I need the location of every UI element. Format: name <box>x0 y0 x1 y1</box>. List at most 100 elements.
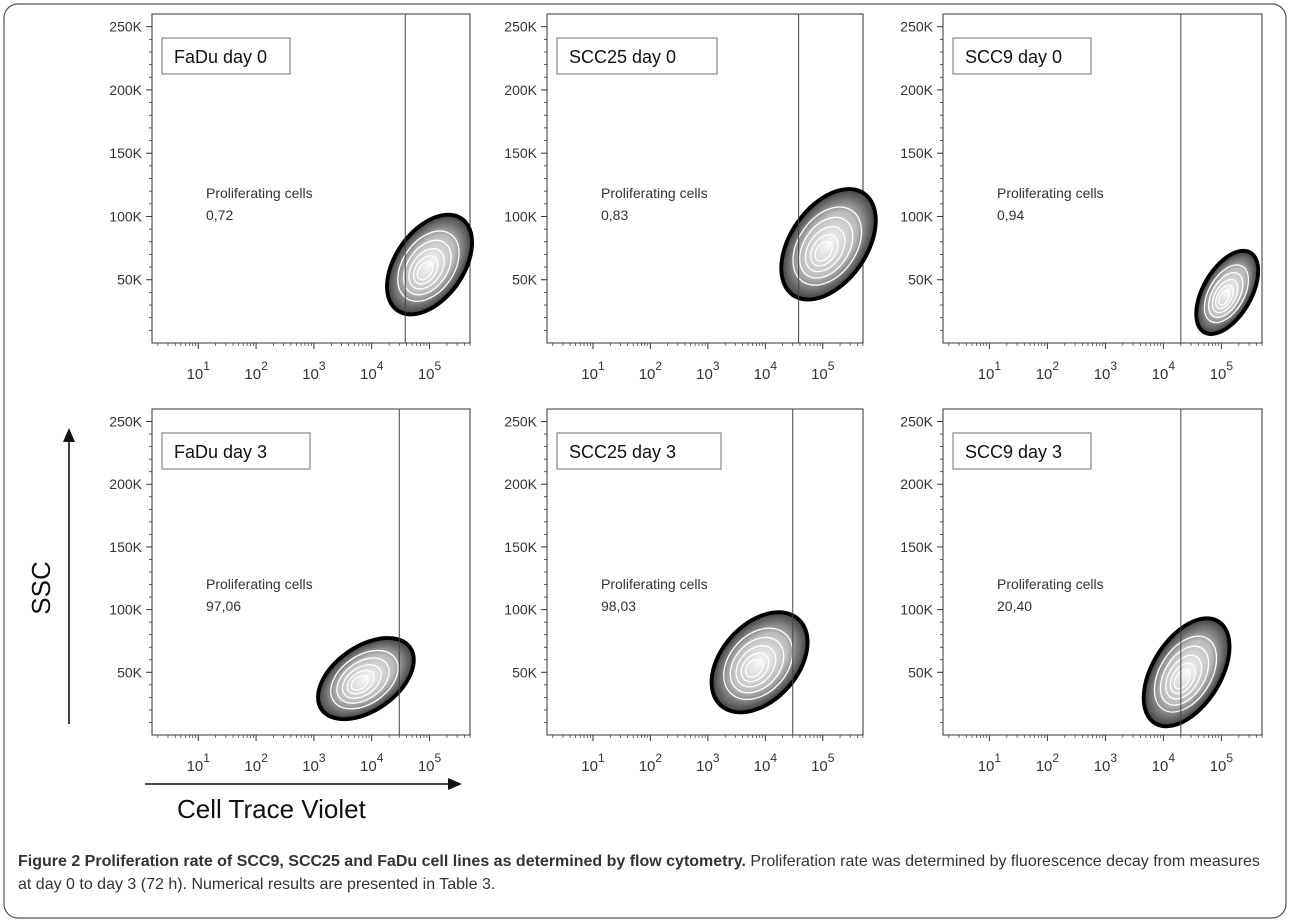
x-tick-label: 105 <box>1210 751 1234 775</box>
gate-label: Proliferating cells <box>997 576 1104 592</box>
x-tick-label: 104 <box>360 751 384 775</box>
y-tick-label: 200K <box>504 476 537 492</box>
y-tick-label: 50K <box>117 664 143 680</box>
x-tick-label: 102 <box>639 359 663 383</box>
gate-value: 0,94 <box>997 207 1024 223</box>
population-contour <box>709 610 810 715</box>
y-tick-label: 250K <box>109 19 142 35</box>
y-tick-label: 250K <box>504 19 537 35</box>
panel-2: 250K 200K 150K 100K 50K 101 102 103 104 105 SCC25 … <box>504 13 878 383</box>
contour-density <box>783 190 874 298</box>
contour-line <box>809 234 839 267</box>
contour-line <box>408 248 445 290</box>
y-tick-label: 150K <box>504 145 537 161</box>
y-tick-label: 50K <box>512 664 538 680</box>
panel-label-box <box>161 432 311 470</box>
gate-label: Proliferating cells <box>601 185 708 201</box>
population-contour <box>316 636 416 722</box>
panel-label: SCC25 day 3 <box>569 442 676 462</box>
panel-label: SCC9 day 0 <box>965 47 1062 67</box>
panel-label: FaDu day 0 <box>174 47 267 67</box>
y-tick-label: 200K <box>109 476 142 492</box>
contour-line <box>1217 290 1231 306</box>
x-tick-label: 101 <box>581 751 605 775</box>
y-tick-label: 200K <box>504 82 537 98</box>
contour-line <box>740 652 770 683</box>
gate-value: 0,72 <box>206 207 233 223</box>
y-tick-label: 100K <box>900 208 933 224</box>
panel-6: 250K 200K 150K 100K 50K 101 102 103 104 105 SCC9 d… <box>900 408 1263 775</box>
x-tick-label: 104 <box>1152 359 1176 383</box>
y-tick-label: 150K <box>504 539 537 555</box>
population-contour <box>1141 616 1232 729</box>
contour-density <box>388 216 471 313</box>
contour-line <box>1208 272 1244 318</box>
contour-line <box>1173 669 1191 690</box>
y-tick-label: 250K <box>504 414 537 430</box>
contour-line <box>814 240 833 262</box>
x-tick-label: 101 <box>187 751 211 775</box>
x-tick-label: 105 <box>418 751 442 775</box>
caption-text: Proliferation rate was determined by flu… <box>18 853 1260 893</box>
contour-line <box>350 674 369 691</box>
y-axis-arrowhead <box>63 428 75 442</box>
contour-line <box>735 645 777 688</box>
contour-line <box>804 225 846 273</box>
y-tick-label: 50K <box>908 272 934 288</box>
x-tick-label: 103 <box>302 751 326 775</box>
x-tick-label: 102 <box>244 751 268 775</box>
y-tick-label: 100K <box>109 602 142 618</box>
contour-density <box>713 614 806 711</box>
y-tick-label: 100K <box>109 208 142 224</box>
contour-line <box>729 636 785 694</box>
x-tick-label: 103 <box>696 359 720 383</box>
y-tick-label: 50K <box>117 272 143 288</box>
contour-line <box>1169 662 1196 695</box>
population-contour <box>385 212 474 317</box>
x-tick-label: 105 <box>418 359 442 383</box>
population-contour <box>1194 248 1261 336</box>
x-tick-label: 101 <box>581 359 605 383</box>
x-tick-label: 101 <box>187 359 211 383</box>
x-tick-label: 103 <box>1094 751 1118 775</box>
panel-5: 250K 200K 150K 100K 50K 101 102 103 104 105 SCC25 … <box>504 408 864 775</box>
y-axis-title: SSC <box>26 561 56 614</box>
x-tick-label: 102 <box>1036 751 1060 775</box>
gate-value: 20,40 <box>997 598 1032 614</box>
x-tick-label: 103 <box>696 751 720 775</box>
panel-label-box <box>952 37 1092 75</box>
y-tick-label: 150K <box>900 539 933 555</box>
y-tick-label: 100K <box>504 208 537 224</box>
contour-line <box>1153 635 1218 713</box>
contour-line <box>412 255 439 285</box>
y-tick-label: 200K <box>900 476 933 492</box>
y-tick-label: 100K <box>504 602 537 618</box>
x-tick-label: 101 <box>978 359 1002 383</box>
panel-4: 250K 200K 150K 100K 50K 101 102 103 104 105 FaDu d… <box>109 408 471 775</box>
panel-1: 250K 200K 150K 100K 50K 101 102 103 104 105 FaDu d… <box>109 13 474 383</box>
y-tick-label: 150K <box>109 539 142 555</box>
gate-label: Proliferating cells <box>601 576 708 592</box>
outer-frame <box>3 3 1287 919</box>
contour-line <box>1159 645 1210 706</box>
gate-label: Proliferating cells <box>997 185 1104 201</box>
caption-title: Figure 2 Proliferation rate of SCC9, SCC… <box>18 853 746 870</box>
x-tick-label: 104 <box>754 751 778 775</box>
gate-value: 0,83 <box>601 207 628 223</box>
contour-density <box>1145 620 1228 725</box>
x-tick-label: 105 <box>811 751 835 775</box>
contour-line <box>723 627 794 701</box>
x-tick-label: 102 <box>1036 359 1060 383</box>
contour-line <box>1165 654 1203 700</box>
gate-value: 98,03 <box>601 598 636 614</box>
contour-line <box>403 239 452 296</box>
y-tick-label: 50K <box>512 272 538 288</box>
x-tick-label: 104 <box>1152 751 1176 775</box>
panel-label-box <box>556 432 722 470</box>
x-tick-label: 104 <box>360 359 384 383</box>
contour-line <box>397 230 460 302</box>
y-tick-label: 200K <box>900 82 933 98</box>
panel-label-box <box>161 37 291 75</box>
